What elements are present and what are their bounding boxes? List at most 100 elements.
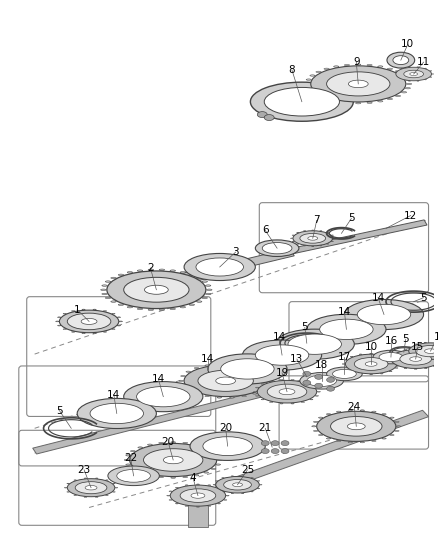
Text: 8: 8 <box>288 65 295 75</box>
Ellipse shape <box>364 362 376 366</box>
Ellipse shape <box>326 232 328 233</box>
Ellipse shape <box>201 281 207 282</box>
Ellipse shape <box>269 381 272 382</box>
Text: 22: 22 <box>124 453 137 463</box>
Ellipse shape <box>253 391 256 392</box>
Ellipse shape <box>102 293 107 295</box>
Ellipse shape <box>143 449 202 471</box>
Ellipse shape <box>313 421 317 422</box>
Ellipse shape <box>203 447 208 448</box>
Ellipse shape <box>159 442 163 443</box>
Ellipse shape <box>147 444 152 445</box>
Ellipse shape <box>129 443 216 477</box>
Ellipse shape <box>275 329 353 359</box>
Text: 20: 20 <box>161 437 174 447</box>
Ellipse shape <box>313 430 317 431</box>
Ellipse shape <box>259 484 261 485</box>
Ellipse shape <box>67 483 69 484</box>
Text: 9: 9 <box>352 57 359 67</box>
Ellipse shape <box>280 441 288 446</box>
Ellipse shape <box>343 102 349 103</box>
Ellipse shape <box>350 371 352 372</box>
Text: 21: 21 <box>258 423 271 433</box>
Ellipse shape <box>407 347 410 348</box>
Ellipse shape <box>261 441 268 446</box>
Ellipse shape <box>159 269 164 270</box>
Ellipse shape <box>400 75 406 76</box>
Ellipse shape <box>119 321 122 322</box>
Ellipse shape <box>309 92 314 93</box>
Ellipse shape <box>279 389 294 395</box>
Ellipse shape <box>344 300 423 329</box>
Ellipse shape <box>124 459 129 461</box>
Ellipse shape <box>305 79 311 80</box>
Ellipse shape <box>353 358 387 370</box>
Ellipse shape <box>169 491 172 492</box>
Ellipse shape <box>377 101 382 102</box>
Ellipse shape <box>330 235 332 236</box>
Ellipse shape <box>314 374 322 379</box>
Ellipse shape <box>198 370 253 391</box>
Ellipse shape <box>371 411 375 412</box>
Ellipse shape <box>127 272 132 273</box>
Ellipse shape <box>90 403 143 424</box>
Ellipse shape <box>105 281 110 282</box>
Ellipse shape <box>306 375 336 386</box>
Ellipse shape <box>302 381 310 385</box>
Ellipse shape <box>211 450 215 452</box>
Ellipse shape <box>180 385 185 386</box>
Ellipse shape <box>423 342 426 343</box>
Text: 14: 14 <box>337 306 350 317</box>
Ellipse shape <box>404 79 410 80</box>
Ellipse shape <box>330 417 381 436</box>
Ellipse shape <box>395 366 397 367</box>
Ellipse shape <box>67 491 69 492</box>
Ellipse shape <box>394 430 398 431</box>
Ellipse shape <box>326 377 334 382</box>
Ellipse shape <box>252 393 257 394</box>
Ellipse shape <box>407 354 410 356</box>
Ellipse shape <box>184 254 255 280</box>
Text: 5: 5 <box>419 293 426 303</box>
Ellipse shape <box>257 488 259 489</box>
Ellipse shape <box>163 456 183 464</box>
Ellipse shape <box>205 293 210 295</box>
Ellipse shape <box>434 359 436 360</box>
Ellipse shape <box>106 495 108 496</box>
Ellipse shape <box>194 444 198 445</box>
Ellipse shape <box>110 301 116 302</box>
Ellipse shape <box>296 232 298 233</box>
Ellipse shape <box>403 349 406 350</box>
Ellipse shape <box>170 442 175 443</box>
Ellipse shape <box>57 325 61 326</box>
Ellipse shape <box>346 423 364 430</box>
Ellipse shape <box>415 345 438 357</box>
Ellipse shape <box>366 64 371 66</box>
Ellipse shape <box>265 375 270 377</box>
Ellipse shape <box>406 83 411 85</box>
Ellipse shape <box>336 440 340 441</box>
Ellipse shape <box>169 499 172 500</box>
Ellipse shape <box>226 495 229 496</box>
Ellipse shape <box>217 503 220 504</box>
Ellipse shape <box>357 304 410 325</box>
Ellipse shape <box>196 277 201 279</box>
Text: 25: 25 <box>240 465 254 475</box>
Ellipse shape <box>124 382 202 411</box>
Ellipse shape <box>175 503 178 504</box>
Ellipse shape <box>75 482 106 494</box>
Ellipse shape <box>326 367 361 381</box>
Ellipse shape <box>130 468 135 470</box>
Ellipse shape <box>326 72 389 96</box>
Ellipse shape <box>250 491 253 492</box>
Ellipse shape <box>355 64 360 65</box>
Ellipse shape <box>311 246 313 247</box>
Ellipse shape <box>81 318 97 325</box>
Ellipse shape <box>408 343 438 359</box>
Ellipse shape <box>220 359 273 379</box>
Ellipse shape <box>271 449 279 454</box>
Ellipse shape <box>183 442 187 443</box>
Ellipse shape <box>257 381 316 403</box>
Ellipse shape <box>189 274 194 276</box>
Ellipse shape <box>350 356 352 357</box>
